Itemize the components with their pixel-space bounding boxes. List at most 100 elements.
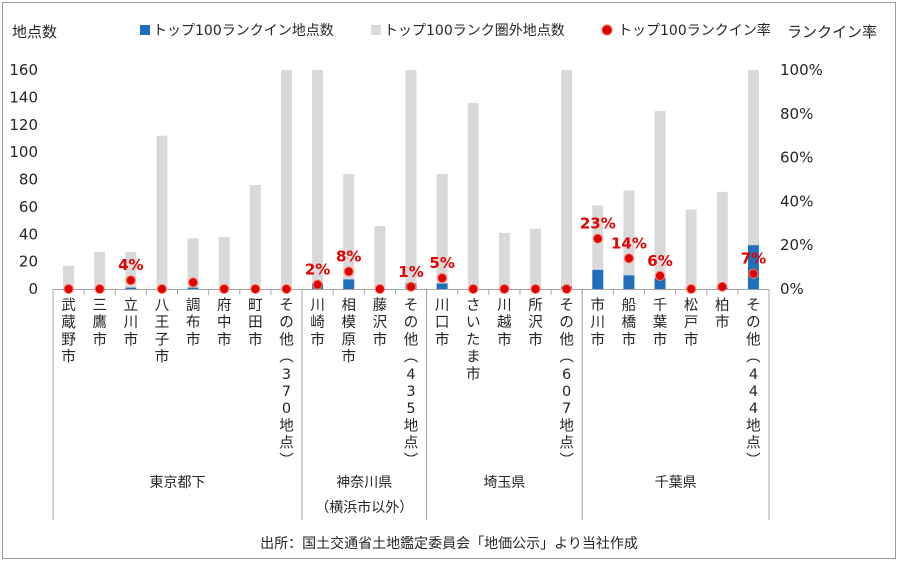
bar-out-of-rank — [280, 70, 292, 289]
bar-out-of-rank — [312, 70, 324, 284]
rate-data-label: 5% — [429, 254, 454, 272]
x-category-label: 川崎市 — [310, 298, 325, 348]
x-category-label: その他︵ 3 7 0 地点︶ — [279, 298, 294, 469]
bar-out-of-rank — [63, 265, 75, 289]
y-left-tick-label: 100 — [9, 143, 38, 161]
y-right-tick-label: 0% — [780, 280, 804, 298]
x-category-label: 町田市 — [248, 298, 263, 348]
x-category-label: 八王子市 — [155, 298, 170, 366]
x-category-label: 川口市 — [435, 298, 450, 348]
rate-marker — [592, 233, 603, 244]
rate-data-label: 14% — [611, 234, 647, 252]
rate-markers: 4% 2% 8% 1% 5% 23%14%6% 7% — [63, 215, 766, 294]
bar-out-of-rank — [156, 135, 168, 289]
bar-out-of-rank — [467, 102, 479, 289]
bar-out-of-rank — [405, 70, 417, 284]
x-category-label: 藤沢市 — [373, 297, 388, 348]
rate-marker — [748, 268, 759, 279]
rate-data-label: 4% — [118, 256, 143, 274]
bar-out-of-rank — [374, 226, 386, 289]
y-left-tick-label: 80 — [19, 171, 38, 189]
rate-marker — [125, 275, 136, 286]
group-label: 神奈川県 — [336, 475, 392, 491]
rate-data-label: 2% — [305, 261, 330, 279]
y-left-tick-label: 140 — [9, 88, 38, 106]
legend-label-rate: トップ100ランクイン率 — [618, 22, 771, 39]
rate-marker — [499, 284, 510, 294]
legend-swatch-rate — [601, 24, 613, 36]
rate-marker — [94, 284, 105, 294]
rate-marker — [156, 284, 167, 294]
bar-in-rank — [125, 287, 137, 289]
rate-marker — [406, 281, 416, 292]
rate-marker — [219, 284, 230, 294]
legend: トップ100ランクイン地点数 トップ100ランク圏外地点数 トップ100ランクイ… — [140, 22, 771, 39]
bar-in-rank — [343, 279, 355, 289]
rate-data-label: 6% — [647, 252, 672, 270]
bar-out-of-rank — [561, 70, 573, 287]
rate-marker — [468, 284, 479, 294]
source-note: 出所：国土交通省土地鑑定委員会「地価公示」より当社作成 — [260, 535, 638, 552]
bar-out-of-rank — [343, 174, 355, 280]
group-labels: 東京都下 神奈川県 （横浜市以外） 埼玉県 千葉県 — [150, 475, 697, 516]
bar-out-of-rank — [685, 209, 697, 289]
bar-out-of-rank — [747, 70, 759, 246]
category-labels: 武蔵野市 三鷹市 立川市 八王子市 調布市 府中市 町田市 その他︵ 3 7 0 地点︶ 川崎市 相模原市… — [61, 297, 761, 469]
group-sublabel: （横浜市以外） — [315, 499, 413, 516]
rate-marker — [63, 284, 74, 294]
y-axis-right-title: ランクイン率 — [787, 23, 877, 41]
y-left-tick-label: 0 — [28, 280, 38, 298]
bar-out-of-rank — [125, 252, 137, 288]
group-label: 東京都下 — [150, 475, 206, 491]
bar-out-of-rank — [623, 190, 635, 276]
bar-out-of-rank — [654, 111, 666, 279]
x-category-label: その他︵ 4 4 4 地点︶ — [746, 298, 761, 469]
rate-marker — [250, 284, 261, 294]
group-label: 千葉県 — [655, 475, 697, 491]
x-category-label: その他︵ 4 3 5 地点︶ — [404, 298, 419, 469]
x-category-label: 市川市 — [591, 297, 606, 348]
y-axis-left-title: 地点数 — [12, 23, 57, 41]
y-right-tick-label: 80% — [780, 105, 813, 123]
rate-data-label: 1% — [398, 263, 423, 281]
y-left-tick-label: 120 — [9, 116, 38, 134]
y-right-tick-label: 20% — [780, 236, 813, 254]
rate-marker — [281, 284, 292, 294]
bar-out-of-rank — [498, 232, 510, 289]
bar-in-rank — [623, 275, 635, 289]
x-category-label: 柏市 — [715, 297, 730, 331]
x-category-label: 船橋市 — [622, 297, 637, 348]
x-category-label: 相模原市 — [341, 297, 356, 366]
bar-in-rank — [654, 278, 666, 289]
x-category-label: 三鷹市 — [92, 298, 107, 348]
legend-swatch-out — [371, 25, 381, 35]
y-left-tick-label: 160 — [9, 61, 38, 79]
y-left-tick-label: 40 — [19, 225, 38, 243]
rate-data-label: 7% — [741, 250, 766, 268]
x-category-label: その他︵ 6 0 7 地点︶ — [559, 298, 574, 469]
rate-marker — [343, 266, 354, 277]
bar-out-of-rank — [716, 191, 728, 288]
rate-marker — [717, 281, 728, 292]
bar-out-of-rank — [249, 184, 261, 289]
y-right-tick-label: 60% — [780, 149, 813, 167]
x-category-label: さいたま市 — [466, 297, 481, 383]
y-right-tick-label: 40% — [780, 192, 813, 210]
group-label: 埼玉県 — [483, 475, 525, 491]
x-category-label: 府中市 — [217, 297, 232, 348]
legend-swatch-in — [140, 25, 150, 35]
rate-data-label: 23% — [580, 215, 616, 233]
x-category-label: 松戸市 — [684, 297, 699, 348]
axes: 0 20 40 60 80 100 120 140 160 0% 20% 40% 60% 80% 100% — [9, 61, 823, 520]
bar-in-rank — [436, 283, 448, 289]
bar-out-of-rank — [436, 174, 448, 284]
bar-out-of-rank — [94, 252, 106, 289]
x-category-label: 川越市 — [497, 298, 512, 348]
rate-marker — [437, 273, 448, 284]
rate-marker — [374, 284, 385, 294]
x-category-label: 所沢市 — [528, 297, 543, 348]
bar-out-of-rank — [187, 238, 199, 288]
rate-marker — [686, 284, 697, 294]
